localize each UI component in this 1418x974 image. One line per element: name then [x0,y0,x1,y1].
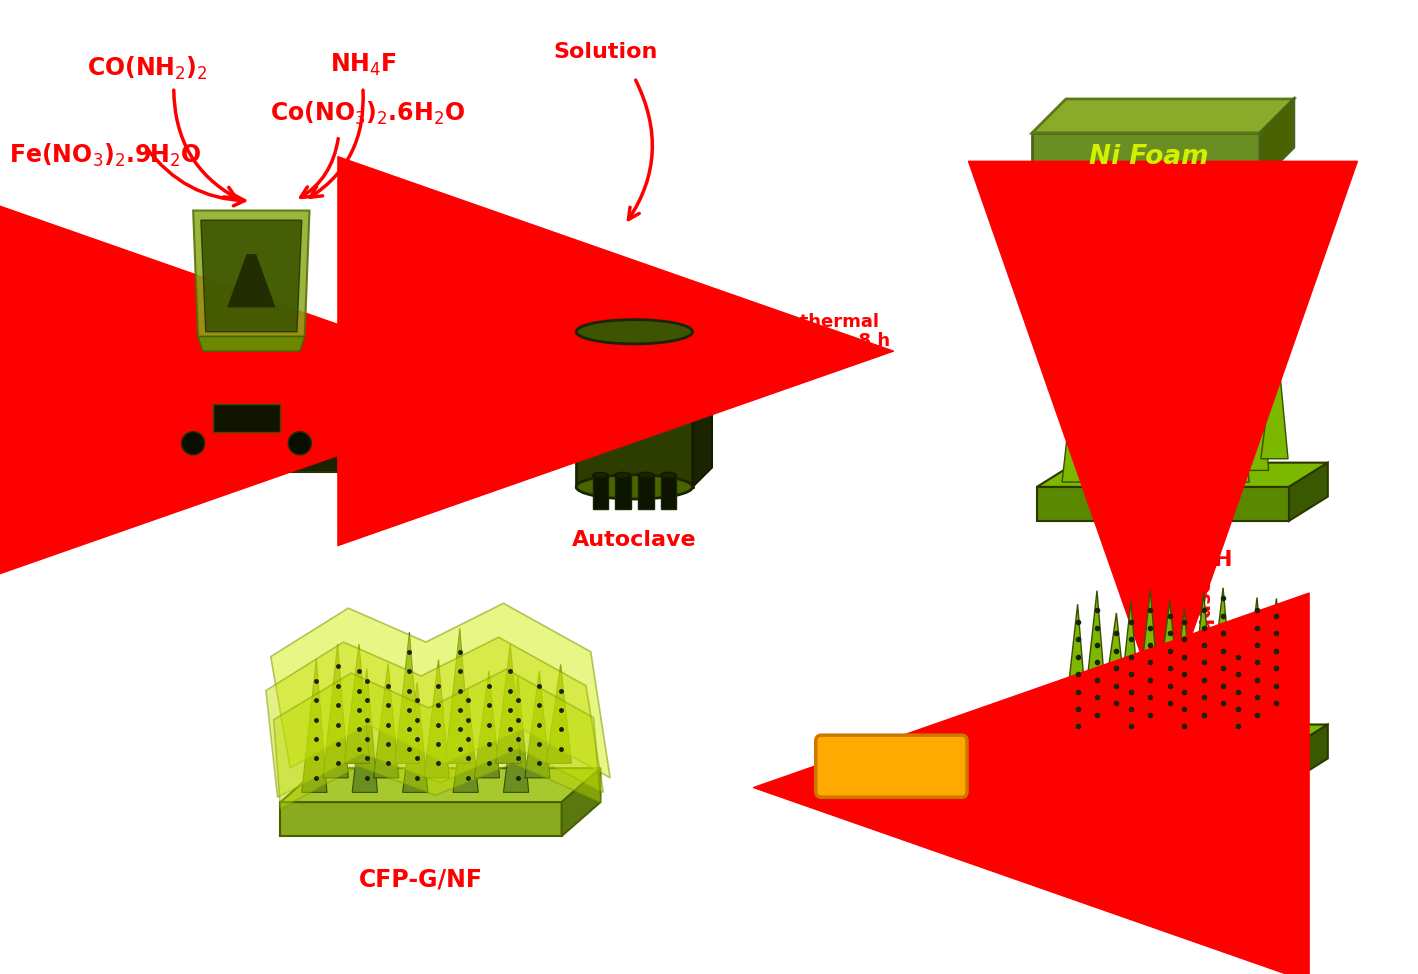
Text: NH$_4$F: NH$_4$F [329,52,396,78]
Polygon shape [1188,592,1215,732]
Polygon shape [525,671,550,778]
Circle shape [288,431,312,455]
Polygon shape [159,337,357,360]
Polygon shape [1100,351,1129,459]
Polygon shape [201,220,302,332]
Polygon shape [1289,725,1327,783]
Polygon shape [496,644,520,764]
Polygon shape [281,802,562,836]
Ellipse shape [661,472,676,478]
Ellipse shape [576,474,692,499]
Polygon shape [199,337,305,351]
Polygon shape [692,313,712,487]
Polygon shape [352,668,377,793]
Polygon shape [1134,589,1161,732]
Polygon shape [1032,99,1293,132]
Polygon shape [1261,598,1288,721]
Polygon shape [503,676,529,793]
Polygon shape [1037,487,1289,521]
Polygon shape [1082,329,1109,470]
Text: Stirring for: Stirring for [394,352,516,370]
Polygon shape [475,671,499,778]
Bar [213,404,281,431]
Polygon shape [159,360,333,380]
Text: Co(NO$_3$)$_2$.6H$_2$O: Co(NO$_3$)$_2$.6H$_2$O [269,100,465,128]
Polygon shape [1168,348,1195,482]
Text: Hydrothermal: Hydrothermal [739,313,879,331]
Polygon shape [265,637,604,798]
Text: Autoclave: Autoclave [571,530,696,550]
Polygon shape [227,254,275,308]
Polygon shape [193,210,309,337]
FancyBboxPatch shape [815,735,967,798]
Polygon shape [1062,343,1089,482]
Text: Solution: Solution [553,43,658,62]
Polygon shape [281,768,600,802]
Polygon shape [1032,132,1261,181]
Polygon shape [1134,328,1161,470]
Polygon shape [302,658,328,793]
Polygon shape [452,689,478,793]
Polygon shape [1222,636,1249,744]
Bar [615,475,631,509]
Polygon shape [1116,601,1143,744]
Polygon shape [373,663,398,778]
Text: CoFe-LDH: CoFe-LDH [1112,549,1234,570]
Polygon shape [562,768,600,836]
Polygon shape [1261,337,1288,459]
Circle shape [182,431,204,455]
Polygon shape [271,603,610,778]
Text: Ni Foam: Ni Foam [1089,144,1208,170]
Polygon shape [1168,609,1195,744]
Polygon shape [1100,613,1129,721]
Polygon shape [1154,600,1181,721]
Polygon shape [274,669,600,808]
Bar [593,475,608,509]
Polygon shape [1037,749,1289,783]
Polygon shape [1289,463,1327,521]
Text: at 120 íC for 8 h: at 120 íC for 8 h [727,332,891,351]
Ellipse shape [593,472,608,478]
Polygon shape [323,644,349,778]
Polygon shape [394,632,420,764]
Polygon shape [424,659,450,778]
Polygon shape [546,664,571,764]
Text: Fe(NO$_3$)$_2$.9H$_2$O: Fe(NO$_3$)$_2$.9H$_2$O [10,141,203,169]
Text: CO(NH$_2$)$_2$: CO(NH$_2$)$_2$ [88,55,208,82]
Polygon shape [1188,331,1215,470]
Bar [661,475,676,509]
Polygon shape [1208,326,1235,459]
Ellipse shape [576,319,692,344]
Polygon shape [1242,336,1269,470]
Polygon shape [345,644,370,764]
Polygon shape [155,385,339,472]
Polygon shape [1154,339,1181,459]
Polygon shape [1037,463,1327,487]
Polygon shape [445,628,471,764]
Polygon shape [1116,340,1143,482]
Polygon shape [1208,587,1235,721]
Ellipse shape [638,472,654,478]
Text: 45 min: 45 min [418,371,492,390]
Bar [576,332,692,487]
Polygon shape [1242,597,1269,732]
Polygon shape [403,682,428,793]
Bar [638,475,654,509]
Text: Graphene: Graphene [827,756,956,780]
Ellipse shape [615,472,631,478]
Polygon shape [1222,374,1249,482]
Text: Phosphorization: Phosphorization [1193,553,1211,731]
Text: CFP-G/NF: CFP-G/NF [359,868,484,891]
Text: CoFe-P: CoFe-P [1129,811,1217,832]
Polygon shape [1037,725,1327,749]
Polygon shape [1062,604,1089,744]
Polygon shape [1261,99,1293,181]
Polygon shape [1082,590,1109,732]
Polygon shape [339,365,357,472]
